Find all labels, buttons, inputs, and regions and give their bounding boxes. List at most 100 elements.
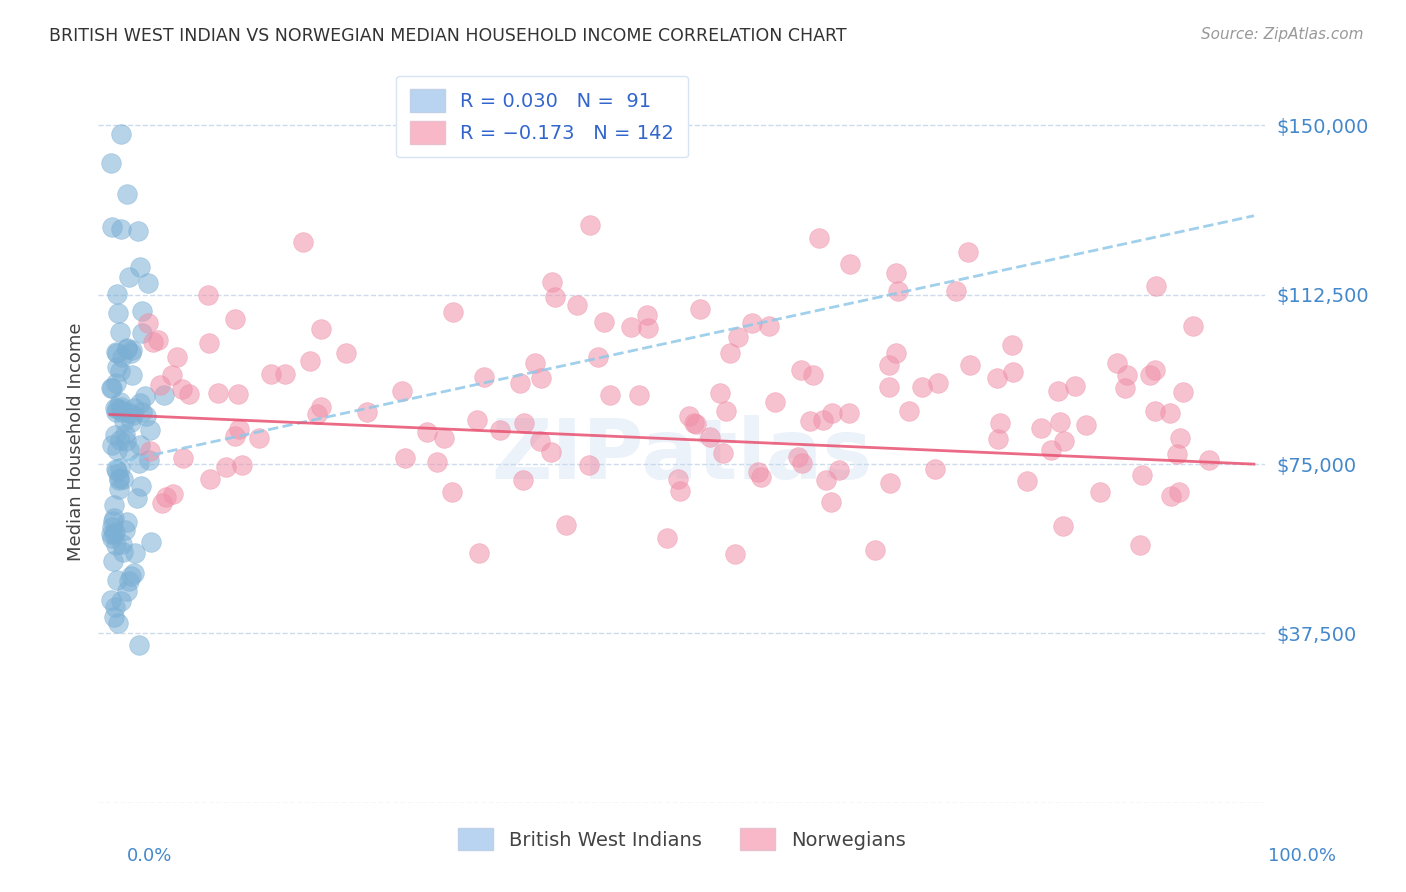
- Point: [105, 443, 128, 458]
- Point: [927, 376, 949, 390]
- Point: [758, 318, 780, 333]
- Point: [1130, 467, 1153, 482]
- Point: [956, 244, 979, 259]
- Point: [141, 334, 163, 349]
- Point: [136, 276, 159, 290]
- Point: [509, 376, 531, 390]
- Point: [620, 320, 643, 334]
- Point: [489, 423, 512, 437]
- Point: [115, 187, 138, 202]
- Point: [1160, 489, 1182, 503]
- Point: [763, 394, 786, 409]
- Point: [636, 308, 658, 322]
- Point: [1143, 363, 1166, 377]
- Point: [741, 316, 763, 330]
- Point: [112, 471, 135, 485]
- Point: [699, 429, 721, 443]
- Point: [599, 388, 621, 402]
- Point: [162, 487, 184, 501]
- Text: 100.0%: 100.0%: [1268, 847, 1336, 865]
- Point: [727, 330, 749, 344]
- Point: [120, 569, 142, 583]
- Point: [120, 415, 142, 429]
- Point: [747, 465, 769, 479]
- Point: [104, 525, 127, 540]
- Point: [683, 416, 706, 430]
- Point: [198, 473, 221, 487]
- Point: [108, 433, 131, 447]
- Point: [198, 335, 221, 350]
- Point: [107, 615, 129, 630]
- Point: [121, 368, 143, 383]
- Point: [685, 417, 707, 432]
- Point: [440, 485, 463, 500]
- Point: [105, 287, 128, 301]
- Point: [170, 382, 193, 396]
- Point: [540, 444, 562, 458]
- Y-axis label: Median Household Income: Median Household Income: [66, 322, 84, 561]
- Point: [105, 360, 128, 375]
- Point: [274, 367, 297, 381]
- Point: [1114, 381, 1136, 395]
- Point: [586, 350, 609, 364]
- Point: [808, 231, 831, 245]
- Point: [108, 325, 131, 339]
- Point: [394, 450, 416, 465]
- Point: [426, 455, 449, 469]
- Point: [124, 546, 146, 560]
- Point: [1128, 538, 1150, 552]
- Point: [655, 531, 678, 545]
- Point: [138, 452, 160, 467]
- Point: [149, 377, 172, 392]
- Point: [441, 305, 464, 319]
- Point: [666, 472, 689, 486]
- Point: [118, 270, 141, 285]
- Point: [924, 461, 946, 475]
- Point: [627, 388, 650, 402]
- Point: [103, 511, 125, 525]
- Point: [101, 531, 124, 545]
- Point: [801, 368, 824, 383]
- Point: [567, 298, 589, 312]
- Point: [101, 381, 124, 395]
- Point: [986, 371, 1008, 385]
- Point: [959, 358, 981, 372]
- Point: [114, 434, 136, 448]
- Point: [139, 535, 162, 549]
- Point: [122, 566, 145, 581]
- Point: [101, 514, 124, 528]
- Point: [105, 462, 128, 476]
- Point: [105, 574, 128, 588]
- Point: [160, 368, 183, 382]
- Point: [129, 396, 152, 410]
- Point: [724, 548, 747, 562]
- Point: [1173, 385, 1195, 400]
- Point: [103, 526, 125, 541]
- Point: [115, 342, 138, 356]
- Point: [108, 471, 131, 485]
- Point: [668, 484, 690, 499]
- Point: [111, 350, 134, 364]
- Point: [718, 346, 741, 360]
- Point: [121, 409, 143, 423]
- Point: [228, 386, 250, 401]
- Point: [110, 403, 132, 417]
- Point: [886, 285, 908, 299]
- Point: [512, 473, 534, 487]
- Point: [811, 413, 834, 427]
- Point: [115, 515, 138, 529]
- Point: [150, 496, 173, 510]
- Point: [863, 542, 886, 557]
- Point: [100, 592, 122, 607]
- Point: [128, 638, 150, 652]
- Point: [530, 371, 553, 385]
- Point: [101, 438, 124, 452]
- Point: [1040, 442, 1063, 457]
- Point: [799, 414, 821, 428]
- Point: [786, 450, 808, 465]
- Point: [100, 519, 122, 533]
- Point: [543, 290, 565, 304]
- Point: [224, 429, 246, 443]
- Point: [945, 284, 967, 298]
- Point: [112, 414, 135, 428]
